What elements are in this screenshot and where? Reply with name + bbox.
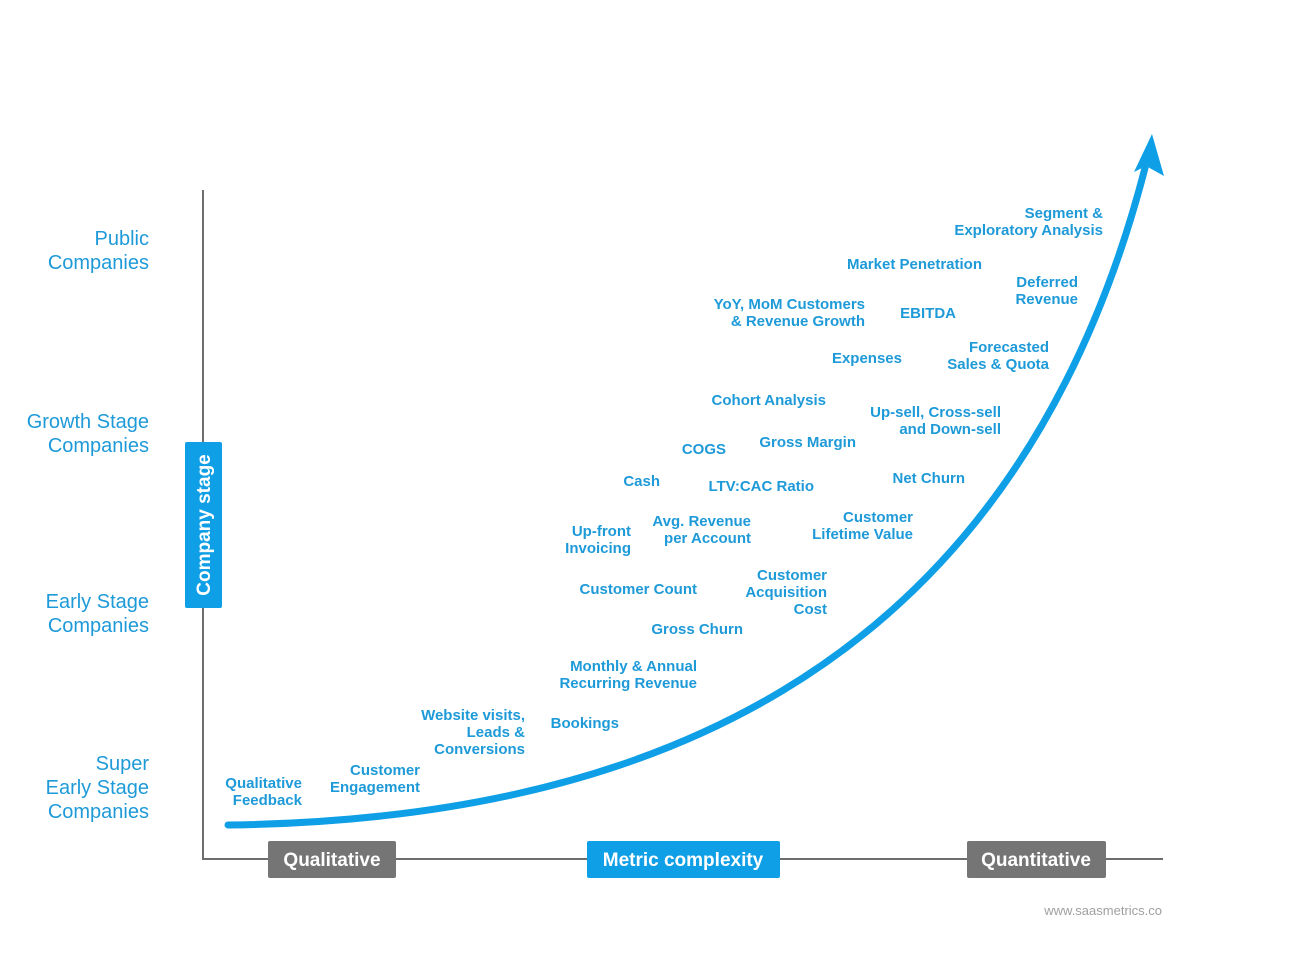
metric-label: Feedback xyxy=(233,792,303,809)
metric-label: Exploratory Analysis xyxy=(954,222,1103,239)
arrow-head xyxy=(1134,134,1164,176)
metric-label: & Revenue Growth xyxy=(731,313,865,330)
stage-label: Companies xyxy=(48,435,149,457)
metric-label: YoY, MoM Customers xyxy=(714,296,865,313)
metric-label: per Account xyxy=(664,530,751,547)
stage-label: Super xyxy=(96,753,150,775)
y-axis-title-box xyxy=(185,442,222,608)
metric-label: Forecasted xyxy=(969,339,1049,356)
metric-label: Revenue xyxy=(1015,291,1078,308)
metric-label: Recurring Revenue xyxy=(559,675,697,692)
x-left-label: Qualitative xyxy=(283,850,380,871)
metric-label: Gross Churn xyxy=(651,621,743,638)
x-right-label: Quantitative xyxy=(981,850,1091,871)
stage-label: Companies xyxy=(48,615,149,637)
metric-label: Segment & xyxy=(1025,205,1104,222)
metric-label: Market Penetration xyxy=(847,256,982,273)
metric-label: Website visits, xyxy=(421,707,525,724)
stage-label: Companies xyxy=(48,252,149,274)
stage-label: Companies xyxy=(48,801,149,823)
metric-label: Customer xyxy=(350,762,420,779)
metric-label: Acquisition xyxy=(745,584,827,601)
x-title-box xyxy=(587,841,780,878)
metric-label: Leads & xyxy=(467,724,526,741)
metric-label: Bookings xyxy=(551,715,619,732)
metric-label: Net Churn xyxy=(893,470,966,487)
metric-label: EBITDA xyxy=(900,305,956,322)
x-axis-title: Metric complexity xyxy=(603,850,764,871)
metric-label: Up-front xyxy=(572,523,631,540)
metric-label: Deferred xyxy=(1016,274,1078,291)
x-right-box xyxy=(967,841,1106,878)
metric-label: and Down-sell xyxy=(899,421,1001,438)
metric-label: Expenses xyxy=(832,350,902,367)
metric-label: Qualitative xyxy=(225,775,302,792)
metric-label: Invoicing xyxy=(565,540,631,557)
metric-label: Conversions xyxy=(434,741,525,758)
stage-label: Public xyxy=(95,228,149,250)
metric-label: COGS xyxy=(682,441,726,458)
metric-label: Cohort Analysis xyxy=(712,392,826,409)
x-left-box xyxy=(268,841,396,878)
metric-label: LTV:CAC Ratio xyxy=(708,478,814,495)
metric-label: Customer xyxy=(757,567,827,584)
metric-label: Sales & Quota xyxy=(947,356,1049,373)
metric-label: Up-sell, Cross-sell xyxy=(870,404,1001,421)
metric-label: Engagement xyxy=(330,779,420,796)
stage-label: Early Stage xyxy=(46,591,149,613)
growth-curve xyxy=(224,164,1149,829)
stage-label: Growth Stage xyxy=(27,411,149,433)
stage-label: Early Stage xyxy=(46,777,149,799)
metric-label: Avg. Revenue xyxy=(652,513,751,530)
metric-label: Cost xyxy=(794,601,827,618)
metric-label: Monthly & Annual xyxy=(570,658,697,675)
metric-label: Customer Count xyxy=(580,581,698,598)
y-axis-title: Company stage xyxy=(194,454,215,595)
footer: www.saasmetrics.co xyxy=(1043,903,1162,918)
metric-label: Gross Margin xyxy=(759,434,856,451)
metric-label: Cash xyxy=(623,473,660,490)
metric-label: Customer xyxy=(843,509,913,526)
metric-label: Lifetime Value xyxy=(812,526,913,543)
